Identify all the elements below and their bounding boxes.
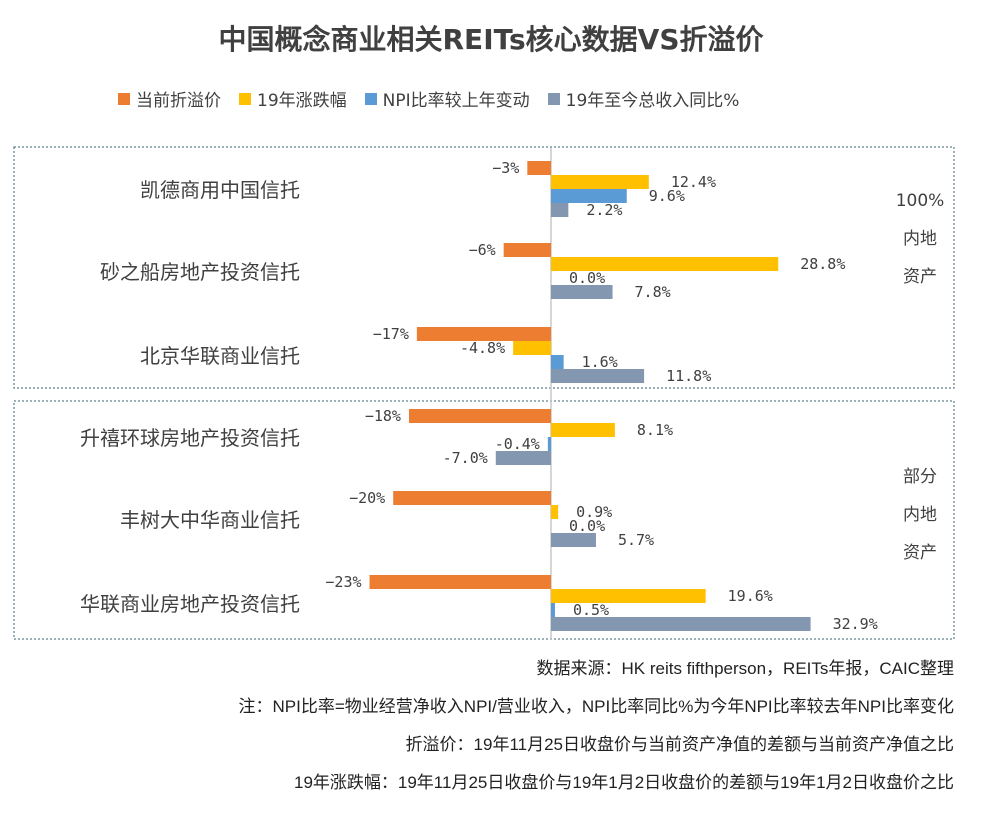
note-source: 数据来源：HK reits fifthperson，REITs年报，CAIC整理 [536,659,954,678]
data-label: 5.7% [618,531,654,549]
legend-swatch [118,92,130,105]
group-box-mainland [13,146,955,389]
group-label-line: 内地 [903,505,937,525]
data-label: −6% [469,241,496,259]
data-label: 12.4% [671,173,716,191]
group-label-partial: 部分 内地 资产 [890,458,950,572]
legend-item-revenue-yoy: 19年至今总收入同比% [547,86,740,111]
bar [551,617,811,631]
group-label-line: 部分 [903,467,937,487]
data-label: 0.0% [569,517,605,535]
category-label: 砂之船房地产投资信托 [100,260,300,284]
data-label: 19.6% [728,587,773,605]
note-discount: 折溢价：19年11月25日收盘价与当前资产净值的差额与当前资产净值之比 [405,735,954,754]
legend-label: 19年涨跌幅 [257,91,347,111]
category-label: 华联商业房地产投资信托 [80,592,300,616]
bar [393,491,551,505]
category-label: 北京华联商业信托 [140,344,300,368]
data-label: −18% [365,407,401,425]
bar [551,603,555,617]
bar [495,451,551,465]
bar-chart: 凯德商用中国信托 −3% 12.4%9.6% 2.2% 砂之船房地产投资信托 −6% 28.… [13,146,955,640]
legend-label: NPI比率较上年变动 [382,91,530,111]
data-label: -4.8% [460,339,505,357]
bar [551,203,569,217]
legend-item-ytd-change: 19年涨跌幅 [239,86,347,111]
legend-swatch [239,92,251,105]
chart-legend: 当前折溢价 19年涨跌幅 NPI比率较上年变动 19年至今总收入同比% [118,86,739,111]
bar [551,369,645,383]
data-label: 7.8% [635,283,671,301]
legend-swatch [364,92,377,105]
bar [547,437,551,451]
chart-title: 中国概念商业相关REITs核心数据VS折溢价 [218,23,764,56]
group-label-line: 100% [895,191,945,211]
legend-label: 19年至今总收入同比% [565,91,740,111]
footnotes: 数据来源：HK reits fifthperson，REITs年报，CAIC整理… [239,656,954,808]
data-label: 0.0% [569,269,605,287]
data-label: −3% [492,159,519,177]
legend-swatch [547,92,560,105]
bar [551,189,627,203]
group-label-line: 内地 [903,229,937,249]
bar [551,175,649,189]
legend-label: 当前折溢价 [136,91,221,111]
data-label: 32.9% [833,615,878,633]
data-label: 8.1% [637,421,673,439]
bar [551,257,779,271]
group-label-mainland: 100% 内地 资产 [890,182,950,296]
data-label: 9.6% [649,187,685,205]
bar [527,161,551,175]
data-label: -0.4% [495,435,540,453]
legend-item-npi-change: NPI比率较上年变动 [364,86,530,111]
data-label: -7.0% [443,449,488,467]
bar [369,575,551,589]
data-label: 2.2% [586,201,622,219]
data-label: 1.6% [582,353,618,371]
note-npi: 注：NPI比率=物业经营净收入NPI/营业收入，NPI比率同比%为今年NPI比率… [238,697,954,716]
data-label: 0.9% [576,503,612,521]
bar [513,341,551,355]
data-label: −23% [325,573,361,591]
bar [551,285,613,299]
bar [503,243,551,257]
note-ytd: 19年涨跌幅：19年11月25日收盘价与19年1月2日收盘价的差额与19年1月2… [293,773,954,792]
bar [551,423,615,437]
bar [551,505,559,519]
bar [551,589,706,603]
category-label: 凯德商用中国信托 [140,178,300,202]
bar [551,355,564,369]
category-label: 丰树大中华商业信托 [120,508,300,532]
bar [408,409,551,423]
group-label-line: 资产 [903,267,937,287]
group-label-line: 资产 [903,543,937,563]
data-label: 0.5% [573,601,609,619]
legend-item-discount: 当前折溢价 [118,86,221,111]
data-label: −20% [349,489,385,507]
bar [551,533,596,547]
data-label: 11.8% [666,367,711,385]
data-label: −17% [373,325,409,343]
category-label: 升禧环球房地产投资信托 [80,426,300,450]
group-box-partial [13,400,955,640]
data-label: 28.8% [800,255,845,273]
bar [416,327,551,341]
